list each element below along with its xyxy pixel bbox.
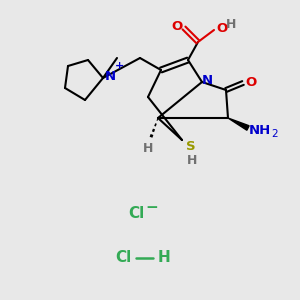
Text: H: H bbox=[187, 154, 197, 166]
Text: +: + bbox=[116, 61, 124, 71]
Text: Cl: Cl bbox=[128, 206, 144, 220]
Text: NH: NH bbox=[249, 124, 271, 136]
Text: O: O bbox=[171, 20, 183, 34]
Text: 2: 2 bbox=[272, 129, 278, 139]
Text: −: − bbox=[146, 200, 158, 214]
Text: H: H bbox=[158, 250, 171, 266]
Text: O: O bbox=[216, 22, 228, 34]
Polygon shape bbox=[228, 118, 249, 130]
Text: H: H bbox=[226, 17, 236, 31]
Text: N: N bbox=[104, 70, 116, 83]
Text: S: S bbox=[186, 140, 196, 152]
Text: H: H bbox=[143, 142, 153, 155]
Text: N: N bbox=[201, 74, 213, 88]
Text: O: O bbox=[245, 76, 256, 88]
Text: Cl: Cl bbox=[115, 250, 131, 266]
